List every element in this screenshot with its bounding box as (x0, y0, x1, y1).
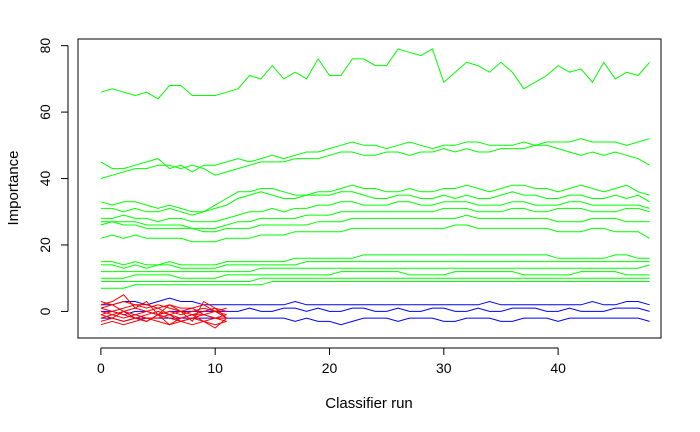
y-axis: 0 20 40 60 80 (37, 38, 69, 315)
accepted-attribute-line-2 (100, 138, 650, 173)
accepted-attribute-line-10 (100, 254, 650, 266)
y-tick-label: 0 (37, 307, 53, 315)
accepted-attribute-line-5 (100, 191, 650, 216)
y-tick-label: 60 (37, 104, 53, 120)
plot-frame (77, 38, 662, 339)
accepted-attribute-line-12 (100, 264, 650, 273)
y-tick-label: 80 (37, 38, 53, 54)
y-tick-label: 20 (37, 237, 53, 253)
accepted-attribute-line-15 (100, 281, 650, 289)
y-axis-title: Importance (5, 150, 22, 225)
x-tick-label: 0 (97, 360, 105, 376)
x-tick-label: 10 (207, 360, 223, 376)
rejected-attribute-line-6 (100, 314, 227, 322)
series-lines (100, 48, 650, 329)
accepted-attribute-line-4 (100, 184, 650, 213)
accepted-attribute-line-14 (100, 277, 650, 282)
shadow-attribute-line-1 (100, 297, 650, 306)
accepted-attribute-line-3 (100, 144, 650, 179)
x-tick-label: 30 (436, 360, 452, 376)
accepted-attribute-line-9 (100, 224, 650, 243)
rejected-attribute-line-10 (100, 310, 227, 329)
x-tick-label: 20 (322, 360, 338, 376)
x-tick-label: 40 (550, 360, 566, 376)
x-axis: 0 10 20 30 40 (97, 347, 566, 376)
x-axis-title: Classifier run (325, 395, 413, 412)
accepted-attribute-line-11 (100, 261, 650, 269)
shadow-attribute-line-3 (100, 317, 650, 326)
accepted-attribute-line-8 (100, 214, 650, 233)
rejected-attribute-line-9 (100, 294, 227, 323)
accepted-attribute-line-13 (100, 271, 650, 279)
rejected-attribute-line-8 (100, 304, 227, 316)
rejected-attribute-line-2 (100, 304, 227, 316)
accepted-attribute-line-6 (100, 201, 650, 223)
accepted-attribute-line-1 (100, 48, 650, 100)
y-tick-label: 40 (37, 171, 53, 187)
